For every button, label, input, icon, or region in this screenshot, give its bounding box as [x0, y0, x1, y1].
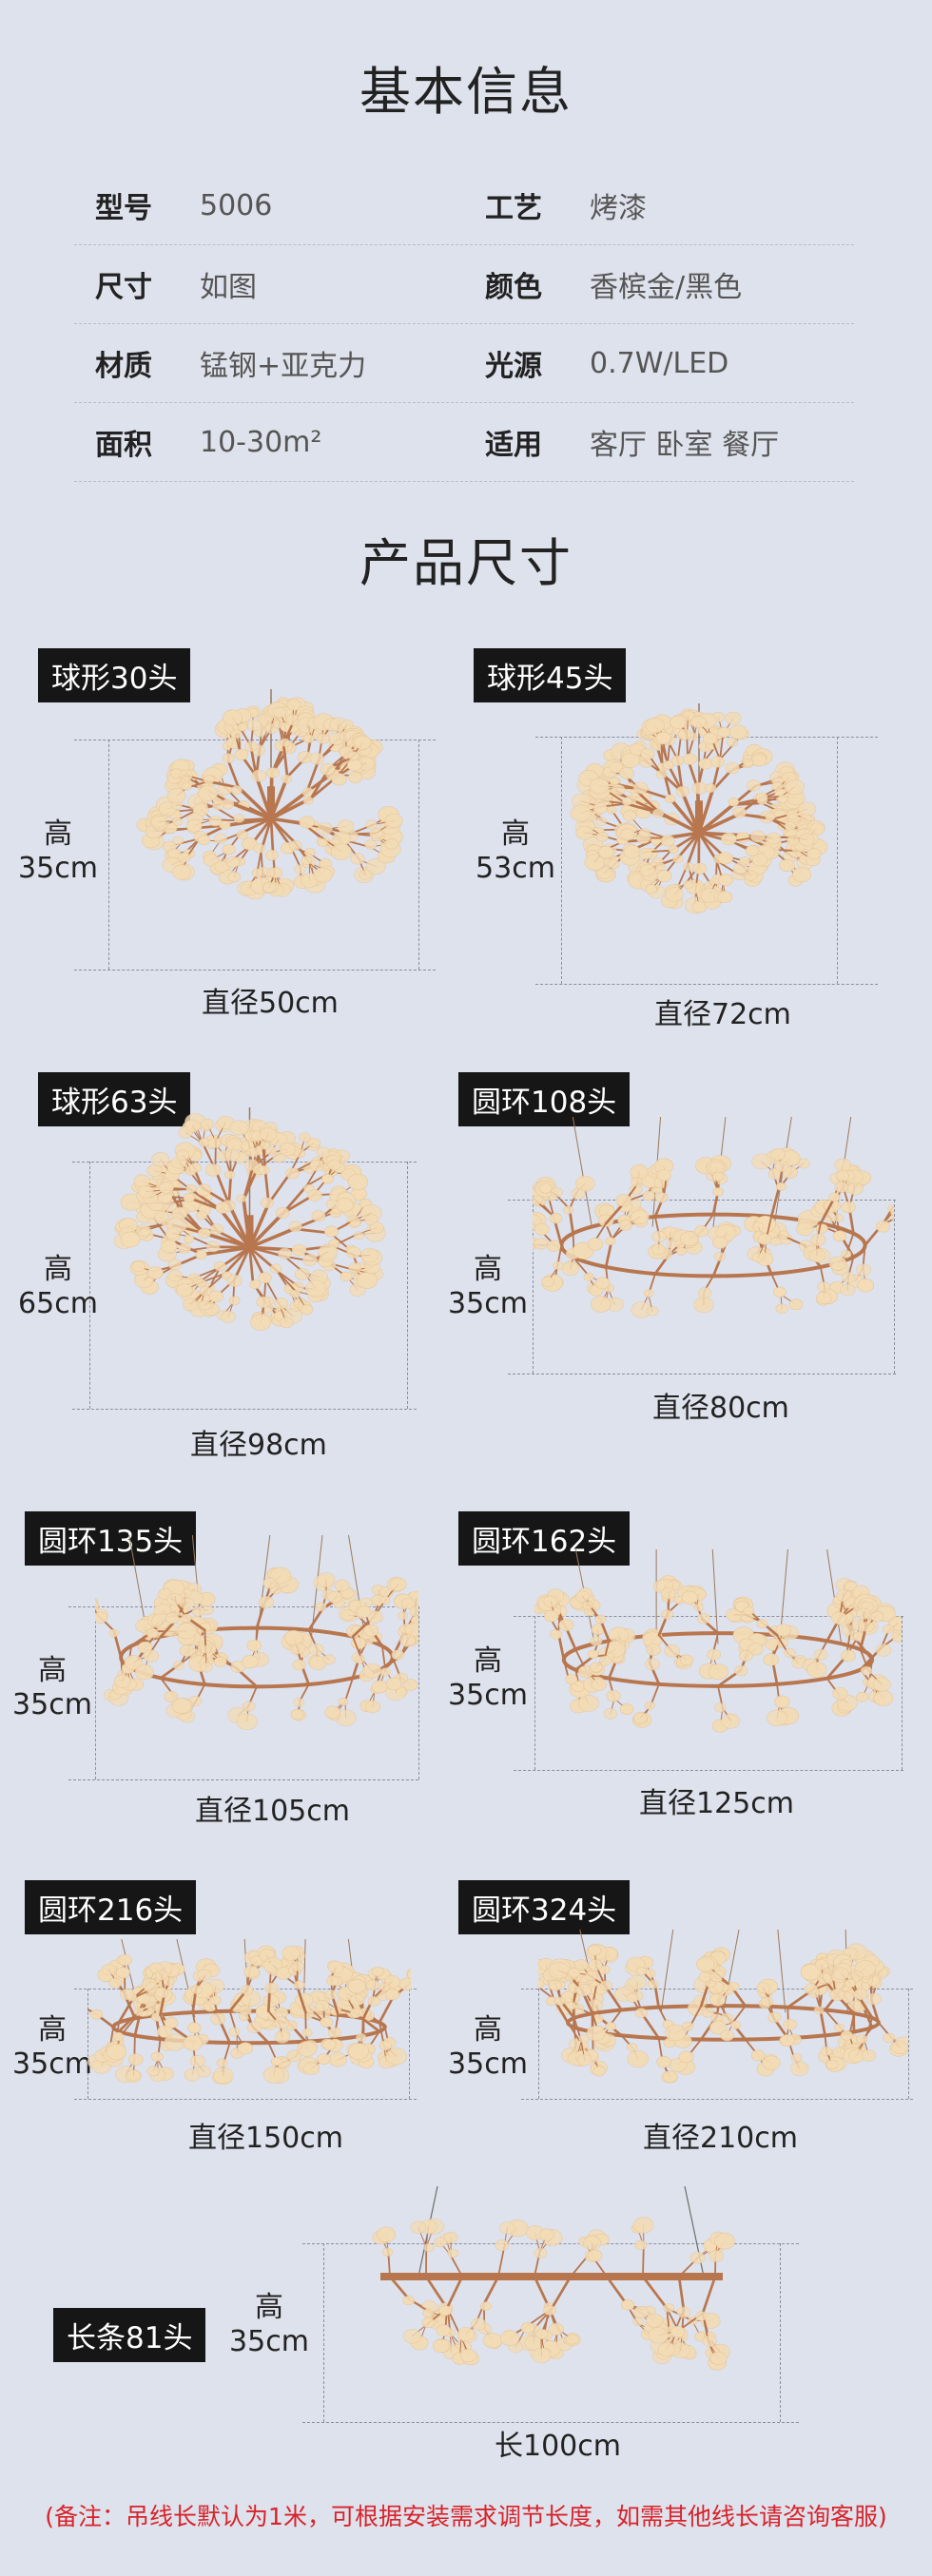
guide-line	[894, 1200, 895, 1374]
guide-line	[74, 2099, 417, 2100]
size-label: 直径210cm	[643, 2122, 798, 2155]
height-label: 高 35cm	[448, 2013, 528, 2081]
height-label: 高 53cm	[476, 817, 555, 885]
spec-value: 客厅 卧室 餐厅	[590, 429, 780, 462]
product-tag: 圆环135头	[25, 1511, 197, 1566]
height-label: 高 35cm	[448, 1253, 528, 1320]
spec-value: 0.7W/LED	[590, 346, 729, 380]
lamp-image	[372, 2186, 735, 2371]
product-tag: 长条81头	[53, 2308, 206, 2362]
guide-line	[72, 1409, 417, 1410]
guide-line	[780, 2243, 781, 2422]
lamp-image	[87, 1939, 411, 2086]
product-tag: 圆环162头	[458, 1511, 631, 1566]
spec-row: 尺寸 如图 颜色 香槟金/黑色	[74, 245, 854, 324]
spec-row: 面积 10-30m² 适用 客厅 卧室 餐厅	[74, 403, 854, 482]
height-label: 高 35cm	[229, 2291, 309, 2358]
spec-label: 面积	[95, 429, 152, 462]
guide-line	[302, 2422, 799, 2423]
product-tag: 圆环216头	[25, 1880, 197, 1934]
size-label: 直径150cm	[188, 2122, 343, 2155]
spec-value: 香槟金/黑色	[590, 271, 743, 304]
guide-line	[108, 740, 109, 970]
size-label: 直径125cm	[639, 1787, 794, 1820]
guide-line	[95, 1606, 96, 1779]
guide-line	[837, 737, 838, 984]
spec-label: 型号	[95, 192, 152, 225]
guide-line	[407, 1162, 408, 1409]
guide-line	[508, 1374, 896, 1375]
product-tag: 圆环324头	[458, 1880, 631, 1934]
size-section-title: 产品尺寸	[359, 533, 573, 593]
lamp-image	[534, 1549, 902, 1733]
spec-label: 光源	[485, 350, 542, 383]
guide-line	[908, 1989, 909, 2099]
guide-line	[89, 1162, 90, 1409]
size-label: 直径98cm	[190, 1429, 327, 1462]
product-tag: 球形30头	[38, 648, 191, 702]
size-label: 直径50cm	[202, 987, 339, 1020]
guide-line	[538, 1989, 539, 2099]
spec-label: 材质	[95, 350, 152, 383]
spec-value: 5006	[200, 188, 273, 222]
size-label: 直径80cm	[652, 1392, 789, 1425]
guide-line	[68, 1779, 418, 1780]
lamp-image	[570, 703, 828, 914]
spec-label: 颜色	[485, 271, 542, 304]
footnote: (备注：吊线长默认为1米，可根据安装需求调节长度，如需其他线长请咨询客服)	[45, 2503, 887, 2530]
spec-value: 烤漆	[590, 192, 647, 225]
guide-line	[409, 1989, 410, 2099]
spec-label: 工艺	[485, 192, 542, 225]
product-tag: 球形63头	[38, 1072, 191, 1126]
spec-value: 10-30m²	[200, 425, 322, 459]
product-tag: 球形45头	[474, 648, 627, 702]
guide-line	[535, 984, 878, 985]
size-label: 直径105cm	[195, 1795, 350, 1828]
spec-table: 型号 5006 工艺 烤漆 尺寸 如图 颜色 香槟金/黑色 材质 锰钢+亚克力 光源 0.7…	[74, 166, 854, 482]
guide-line	[521, 2099, 913, 2100]
size-label: 直径72cm	[654, 998, 791, 1031]
spec-row: 型号 5006 工艺 烤漆	[74, 166, 854, 245]
lamp-image	[538, 1930, 908, 2084]
size-label: 长100cm	[495, 2430, 621, 2463]
height-label: 高 35cm	[18, 817, 98, 885]
lamp-image	[136, 689, 403, 900]
guide-line	[561, 737, 562, 984]
height-label: 高 35cm	[448, 1644, 528, 1712]
spec-label: 尺寸	[95, 271, 152, 304]
height-label: 高 35cm	[12, 1654, 92, 1721]
product-tag: 圆环108头	[458, 1072, 631, 1126]
guide-line	[74, 970, 436, 971]
guide-line	[323, 2243, 324, 2422]
lamp-image	[533, 1117, 894, 1318]
guide-line	[68, 1606, 418, 1607]
height-label: 高 65cm	[18, 1253, 98, 1320]
height-label: 高 35cm	[12, 2013, 92, 2081]
guide-line	[533, 1200, 534, 1374]
spec-value: 锰钢+亚克力	[200, 350, 367, 383]
basic-info-title: 基本信息	[359, 62, 573, 122]
guide-line	[902, 1616, 903, 1770]
guide-line	[418, 1606, 419, 1779]
guide-line	[87, 1989, 88, 2099]
lamp-image	[95, 1535, 418, 1731]
lamp-image	[113, 1107, 386, 1331]
spec-value: 如图	[200, 271, 257, 304]
guide-line	[508, 1200, 896, 1201]
spec-label: 适用	[485, 429, 542, 462]
spec-row: 材质 锰钢+亚克力 光源 0.7W/LED	[74, 324, 854, 403]
guide-line	[418, 740, 419, 970]
guide-line	[514, 1770, 903, 1771]
guide-line	[534, 1616, 535, 1770]
